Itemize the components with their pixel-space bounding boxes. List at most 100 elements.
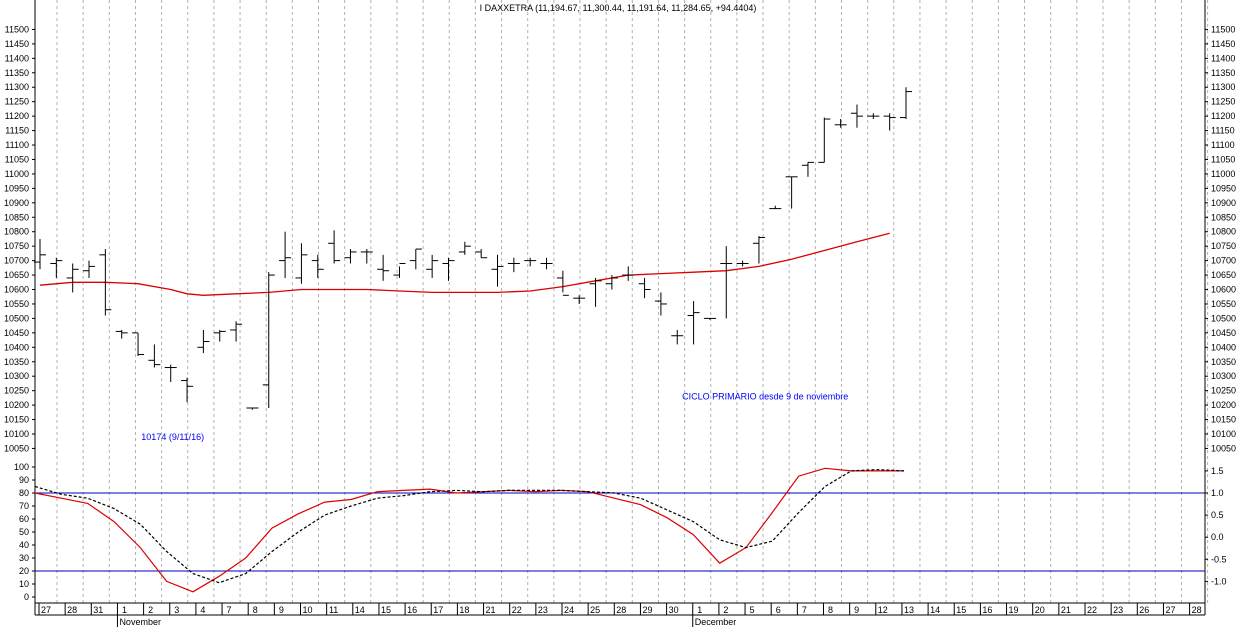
price-tick-label: 10100	[4, 429, 29, 439]
ohlc-bar	[671, 329, 684, 345]
osc-tick-label: 0	[24, 592, 29, 602]
ohlc-bar	[132, 332, 145, 356]
price-tick-label: 10700	[4, 256, 29, 266]
price-tick-label: 10100	[1211, 429, 1236, 439]
price-tick-label: 10950	[1211, 183, 1236, 193]
ohlc-bar	[654, 292, 667, 316]
oscillator-axis-right: -1.0 -0.5 0.0 0.5 1.0 1.5	[1205, 466, 1227, 586]
ohlc-bar	[507, 257, 520, 273]
ohlc-bar	[148, 344, 161, 368]
price-tick-label: 10300	[1211, 371, 1236, 381]
ohlc-bar	[426, 254, 439, 278]
chart-title: I DAXXETRA (11,194.67, 11,300.44, 11,191…	[480, 3, 757, 13]
ohlc-bar	[687, 301, 700, 345]
date-tick-label: 7	[227, 605, 232, 615]
ohlc-bar	[524, 257, 537, 267]
ohlc-bar	[785, 176, 798, 209]
ohlc-bar	[458, 241, 471, 255]
date-tick-label: 1	[697, 605, 702, 615]
date-tick-label: 17	[433, 605, 443, 615]
date-tick-label: 7	[802, 605, 807, 615]
price-tick-label: 10650	[4, 270, 29, 280]
price-tick-label: 10400	[1211, 342, 1236, 352]
date-tick-label: 25	[590, 605, 600, 615]
date-tick-label: 30	[669, 605, 679, 615]
ohlc-bar	[295, 243, 308, 284]
ohlc-bar	[360, 249, 373, 264]
price-tick-label: 10450	[4, 328, 29, 338]
ohlc-bar	[573, 295, 586, 304]
price-tick-label: 11150	[1211, 126, 1235, 136]
date-tick-label: 27	[1165, 605, 1175, 615]
date-tick-label: 29	[642, 605, 652, 615]
price-tick-label: 11000	[1211, 169, 1235, 179]
ohlc-bar	[818, 117, 831, 163]
osc-tick-label: 60	[19, 514, 29, 524]
price-tick-label: 11500	[1211, 24, 1235, 34]
price-tick-label: 11100	[1211, 140, 1235, 150]
price-tick-label: 11450	[5, 39, 29, 49]
ohlc-bar	[589, 277, 602, 307]
price-tick-label: 10050	[1211, 443, 1236, 453]
osc-tick-label: 100	[14, 462, 29, 472]
date-tick-label: 5	[750, 605, 755, 615]
osc-tick-label: 40	[19, 540, 29, 550]
price-bars	[34, 87, 912, 410]
price-tick-label: 10550	[1211, 299, 1236, 309]
ohlc-bar	[867, 113, 880, 120]
ohlc-bar	[475, 249, 488, 259]
ohlc-bar	[246, 407, 259, 410]
date-tick-label: 12	[878, 605, 888, 615]
ohlc-bar	[99, 249, 112, 316]
ohlc-bar	[442, 257, 455, 281]
ohlc-bar	[50, 257, 63, 278]
moving-average-layer	[39, 232, 890, 296]
oscillator-level-lines	[35, 492, 1205, 572]
ohlc-bar	[638, 277, 651, 299]
price-axis-right: 10050 10100 10150 10200 10250 10300 10350 10400…	[1204, 0, 1236, 615]
ohlc-bar	[230, 321, 243, 342]
moving-average-line	[39, 232, 890, 296]
osc-tick-label: 30	[19, 553, 29, 563]
ohlc-bar	[34, 238, 46, 270]
date-tick-label: 15	[381, 605, 391, 615]
price-tick-label: 10750	[1211, 241, 1236, 251]
date-tick-label: 21	[1061, 605, 1071, 615]
ohlc-bar	[605, 275, 618, 290]
ohlc-bar	[262, 272, 275, 408]
date-tick-label: 28	[616, 605, 626, 615]
ohlc-bar	[900, 87, 912, 120]
ohlc-bar	[197, 329, 210, 354]
osc-tick-label: 20	[19, 566, 29, 576]
ohlc-bar	[311, 254, 324, 278]
date-tick-label: 16	[982, 605, 992, 615]
price-tick-label: 11400	[5, 53, 29, 63]
ohlc-bar	[393, 263, 406, 278]
price-tick-label: 11050	[1211, 154, 1235, 164]
date-tick-label: 2	[723, 605, 728, 615]
date-tick-label: 26	[1139, 605, 1149, 615]
osc-tick-label: 0.5	[1211, 510, 1224, 520]
ohlc-bar	[752, 236, 765, 264]
price-tick-label: 10950	[4, 183, 29, 193]
price-tick-label: 10500	[4, 313, 29, 323]
date-tick-label: 9	[279, 605, 284, 615]
ohlc-bar	[736, 260, 749, 267]
price-tick-label: 10500	[1211, 313, 1236, 323]
ohlc-bar	[66, 263, 79, 293]
ohlc-bar	[181, 377, 194, 403]
osc-tick-label: -1.0	[1211, 576, 1227, 586]
price-axis-left: 1005010100101501020010250103001035010400…	[4, 0, 36, 615]
ohlc-bar	[769, 205, 782, 210]
date-tick-label: 18	[459, 605, 469, 615]
oscillator-axis-left: 0 10 20 30 40 50 60 70 80 90 100	[14, 462, 35, 602]
ohlc-bar	[850, 104, 863, 128]
date-tick-label: 2	[148, 605, 153, 615]
ohlc-bar	[344, 249, 357, 264]
ohlc-bar	[720, 246, 733, 319]
date-tick-label: 20	[1035, 605, 1045, 615]
price-tick-label: 11100	[5, 140, 29, 150]
date-tick-label: 3	[174, 605, 179, 615]
price-tick-label: 11250	[5, 97, 29, 107]
